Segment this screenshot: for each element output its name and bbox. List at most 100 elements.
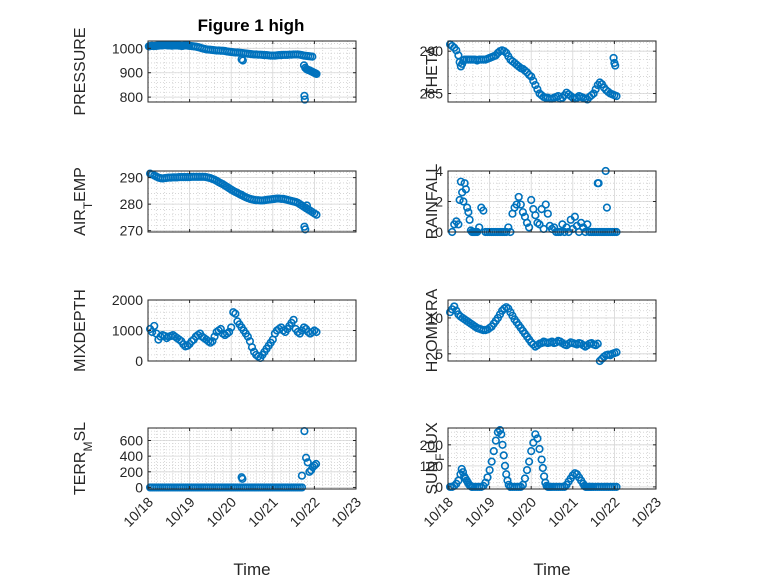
x-tick-label: 10/18 (120, 494, 156, 530)
y-tick-label: 400 (120, 448, 144, 464)
data-point (237, 55, 246, 64)
data-point (525, 457, 534, 466)
axes-box (447, 40, 657, 103)
data-point (303, 458, 312, 467)
data-point (612, 482, 621, 491)
x-tick-label: 10/20 (503, 494, 539, 530)
data-point (465, 215, 474, 224)
data-point (612, 91, 621, 101)
plot-area (448, 428, 656, 489)
y-axis-label: H2OMIXRA (424, 288, 441, 372)
data-point (300, 91, 309, 100)
data-point (533, 85, 542, 94)
data-point (238, 474, 247, 483)
y-tick-label: 2000 (112, 292, 143, 308)
data-point (483, 473, 492, 482)
x-tick-label: 10/21 (245, 494, 281, 530)
data-point (522, 218, 532, 227)
data-point (499, 451, 508, 460)
data-point (609, 53, 618, 63)
data-point (216, 324, 225, 334)
y-tick-label: 200 (120, 464, 144, 480)
data-point (612, 348, 621, 357)
data-point (500, 47, 509, 56)
data-point (541, 200, 550, 209)
data-point (312, 210, 321, 219)
subplot-mixdepth: 0 1000 2000 MIXDEPTH (72, 289, 357, 372)
series-markers (144, 41, 321, 104)
subplot-air-temp: 270 280 290 AIRTEMP (72, 167, 357, 239)
data-point (549, 223, 559, 232)
data-point (593, 339, 602, 348)
data-point (535, 444, 544, 454)
y-tick-label: 285 (420, 86, 444, 102)
y-tick-label: 0 (435, 224, 443, 240)
data-point (498, 440, 507, 449)
data-point (500, 461, 510, 470)
data-point (520, 66, 530, 75)
y-tick-label: 800 (120, 89, 144, 105)
x-axis-label: Time (233, 560, 270, 579)
grid (447, 300, 657, 362)
data-point (310, 461, 319, 470)
plot-area (148, 428, 356, 489)
data-point (231, 309, 240, 318)
data-point (537, 205, 546, 214)
x-tick-label: 10/21 (545, 494, 581, 530)
x-tick-label: 10/19 (462, 494, 498, 530)
data-point (491, 436, 500, 445)
data-point (516, 482, 525, 491)
y-tick-label: 0 (435, 479, 443, 495)
y-axis-label: SUNFLUX (424, 422, 447, 495)
data-point (183, 341, 192, 350)
data-point (150, 321, 159, 331)
y-tick-label: 900 (120, 65, 144, 81)
y-tick-label: 270 (120, 223, 144, 239)
data-point (450, 302, 459, 311)
data-point (300, 95, 309, 104)
series-markers (445, 302, 621, 366)
y-tick-label: 4 (435, 163, 443, 179)
x-tick-label: 10/19 (162, 494, 198, 530)
data-point (308, 52, 317, 61)
figure-title: Figure 1 high (198, 16, 305, 35)
data-point (570, 212, 579, 221)
y-axis-label: THETA (424, 46, 441, 98)
data-point (527, 447, 536, 456)
y-axis-label: PRESSURE (72, 27, 89, 115)
data-point (455, 195, 464, 205)
data-point (529, 438, 538, 447)
data-point (289, 315, 298, 324)
data-point (311, 459, 321, 469)
data-point (518, 208, 527, 217)
y-axis-label: MIXDEPTH (72, 289, 89, 372)
series-markers (145, 427, 321, 492)
data-point (448, 41, 457, 51)
data-point (208, 337, 217, 346)
y-tick-label: 100 (420, 458, 444, 474)
data-point (522, 465, 532, 475)
data-point (531, 211, 540, 220)
data-point (531, 430, 540, 439)
data-point (302, 201, 312, 210)
data-point (464, 208, 473, 217)
data-point (583, 220, 592, 229)
axes-box (147, 40, 357, 103)
data-point (543, 209, 552, 218)
grid (147, 41, 357, 103)
data-point (594, 179, 603, 188)
data-point (238, 56, 247, 65)
y-tick-label: 280 (120, 196, 144, 212)
y-tick-label: 200 (420, 437, 444, 453)
axes-box (447, 427, 657, 490)
data-point (538, 463, 547, 473)
y-tick-label: 0 (135, 479, 143, 495)
data-point (591, 85, 600, 94)
data-point (312, 327, 321, 337)
data-point (454, 220, 463, 229)
